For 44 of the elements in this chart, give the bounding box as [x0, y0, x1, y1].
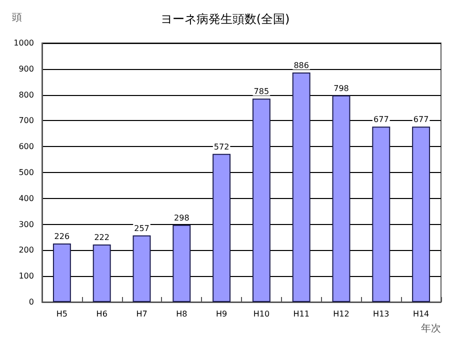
data-label: 677 — [374, 115, 389, 124]
x-tick-label: H6 — [96, 310, 108, 318]
x-tick-label: H11 — [293, 310, 310, 318]
y-tick-label: 100 — [18, 272, 34, 281]
x-tick-label: H14 — [412, 310, 430, 318]
data-label: 785 — [254, 87, 270, 96]
bar — [132, 235, 151, 302]
bar — [292, 72, 310, 302]
y-tick-label: 600 — [18, 142, 34, 152]
y-tick-label: 300 — [18, 220, 34, 229]
data-label: 572 — [214, 142, 230, 152]
data-label: 257 — [134, 224, 150, 233]
y-tick-label: 200 — [18, 246, 34, 255]
y-tick-label: 1000 — [14, 38, 34, 48]
bar — [252, 98, 270, 302]
y-tick-label: 400 — [18, 194, 34, 203]
bar — [212, 154, 231, 302]
bar — [412, 126, 430, 302]
data-label: 222 — [94, 233, 110, 242]
y-tick-label: 900 — [18, 64, 34, 74]
x-tick-label: H7 — [136, 310, 148, 318]
x-tick-label: H10 — [253, 310, 270, 318]
bar — [332, 95, 350, 302]
y-tick-label: 700 — [18, 116, 34, 126]
data-label: 886 — [294, 61, 309, 70]
chart-title: ヨーネ病発生頭数(全国) — [160, 12, 290, 26]
data-label: 226 — [54, 232, 70, 241]
data-label: 298 — [174, 213, 190, 222]
bar — [372, 126, 390, 302]
x-tick-label: H13 — [373, 310, 390, 318]
y-tick-label: 500 — [18, 168, 34, 177]
x-axis-title: 年次 — [421, 322, 441, 334]
bar — [172, 224, 191, 302]
x-tick-label: H8 — [176, 310, 188, 318]
x-tick-label: H12 — [333, 310, 350, 318]
y-axis-title: 頭 — [12, 12, 22, 24]
y-tick-label: 800 — [18, 90, 34, 100]
data-label: 798 — [334, 84, 349, 93]
bar — [52, 243, 71, 302]
x-tick-label: H9 — [216, 310, 228, 318]
data-label: 677 — [413, 115, 429, 124]
bar — [92, 244, 111, 302]
x-tick-label: H5 — [56, 310, 68, 318]
y-tick-label: 0 — [28, 298, 34, 306]
